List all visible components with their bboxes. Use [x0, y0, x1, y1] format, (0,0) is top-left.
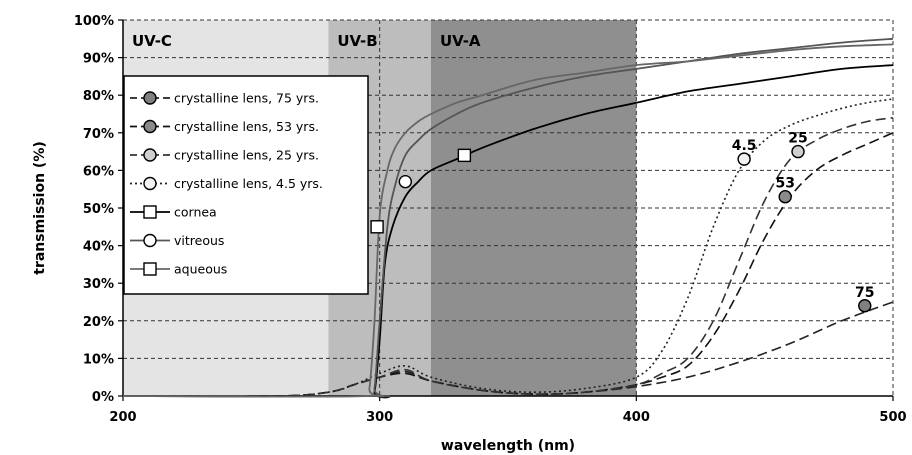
series-annotation-crystalline-lens-53-yrs: 53	[775, 176, 794, 192]
series-marker-crystalline-lens-75-yrs	[858, 299, 872, 313]
series-lines	[122, 37, 894, 399]
y-tick-label: 70%	[83, 127, 114, 142]
series-marker-crystalline-lens-25-yrs	[791, 144, 805, 159]
series-line-vitreous	[122, 37, 894, 398]
series-annotation-crystalline-lens-4-5-yrs: 4.5	[732, 138, 757, 154]
series-line-aqueous	[122, 43, 894, 398]
legend-label-aqueous: aqueous	[174, 262, 227, 277]
legend-label-crystalline-lens-25-yrs: crystalline lens, 25 yrs.	[174, 148, 319, 163]
legend-marker-crystalline-lens-25-yrs	[143, 148, 157, 162]
y-tick-label: 10%	[83, 352, 114, 367]
series-marker-vitreous	[398, 174, 413, 189]
series-annotation-crystalline-lens-75-yrs: 75	[855, 285, 874, 301]
series-annotation-crystalline-lens-25-yrs: 25	[788, 131, 807, 147]
series-marker-crystalline-lens-4-5-yrs	[737, 152, 751, 166]
y-tick-label: 80%	[83, 89, 114, 104]
series-line-crystalline-lens-25-yrs	[122, 117, 894, 398]
y-tick-label: 50%	[83, 202, 114, 217]
y-tick-label: 100%	[74, 14, 114, 29]
x-tick-label: 200	[109, 410, 136, 425]
y-tick-label: 60%	[83, 164, 114, 179]
uv-band-labels: UV-C UV-B UV-A	[132, 32, 481, 50]
legend-marker-crystalline-lens-75-yrs	[143, 91, 157, 105]
y-tick-label: 40%	[83, 240, 114, 255]
series-marker-crystalline-lens-53-yrs	[778, 190, 792, 204]
y-tick-label: 20%	[83, 315, 114, 330]
series-markers	[370, 144, 872, 313]
x-axis-title: wavelength (nm)	[441, 438, 575, 454]
legend-marker-cornea	[143, 205, 157, 219]
legend: crystalline lens, 75 yrs. crystalline len…	[123, 75, 369, 295]
y-tick-label: 30%	[83, 277, 114, 292]
band-label-uv-a: UV-A	[440, 32, 481, 50]
x-tick-label: 400	[623, 410, 650, 425]
legend-label-cornea: cornea	[174, 205, 217, 220]
x-tick-label: 300	[366, 410, 393, 425]
series-line-crystalline-lens-75-yrs	[122, 301, 894, 398]
legend-label-vitreous: vitreous	[174, 233, 224, 248]
legend-marker-crystalline-lens-53-yrs	[143, 119, 157, 134]
series-marker-cornea	[457, 148, 472, 163]
legend-marker-vitreous	[143, 233, 157, 248]
legend-box	[123, 75, 369, 295]
legend-label-crystalline-lens-53-yrs: crystalline lens, 53 yrs.	[174, 119, 319, 134]
legend-marker-aqueous	[143, 262, 157, 276]
series-marker-aqueous	[370, 220, 384, 234]
legend-label-crystalline-lens-75-yrs: crystalline lens, 75 yrs.	[174, 91, 319, 106]
tick-labels: 0% 10% 20% 30% 40% 50% 60% 70% 80% 90% 100% 200 300 4…	[74, 14, 907, 425]
band-label-uv-c: UV-C	[132, 32, 172, 50]
band-label-uv-b: UV-B	[337, 32, 377, 50]
y-tick-label: 90%	[83, 52, 114, 67]
x-tick-label: 500	[879, 410, 906, 425]
legend-marker-crystalline-lens-4-5-yrs	[143, 176, 157, 191]
y-tick-label: 0%	[92, 390, 114, 405]
series-annotations: 75 53 25 4.5	[732, 131, 875, 301]
legend-label-crystalline-lens-4-5-yrs: crystalline lens, 4.5 yrs.	[174, 176, 323, 191]
y-axis-title: transmission (%)	[32, 141, 48, 274]
